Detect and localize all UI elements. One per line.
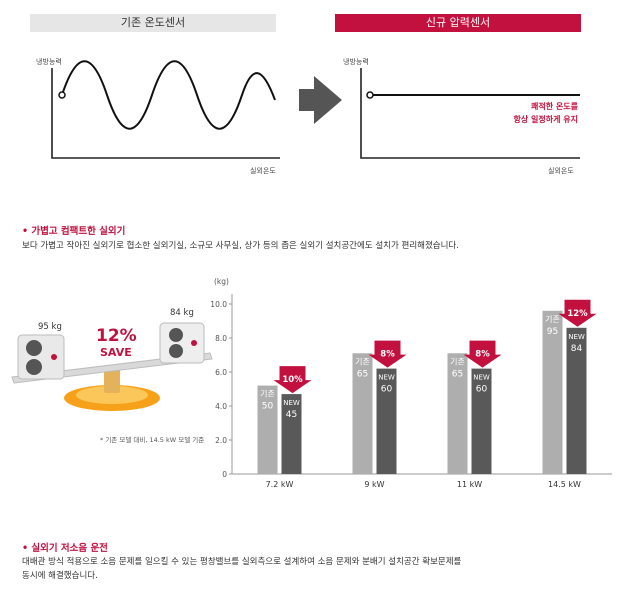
right-x-label: 실외온도 <box>548 167 574 175</box>
bar-old-series-label: 기존 <box>450 357 465 366</box>
bar-new <box>376 368 397 474</box>
bar-old-series-label: 기존 <box>545 315 560 324</box>
new-outdoor-unit <box>159 322 205 364</box>
chart-y-tick-label: 8.0 <box>215 334 227 343</box>
right-y-label: 냉방능력 <box>343 58 369 66</box>
savings-arrow-icon <box>273 366 312 394</box>
section2-body-line2: 동시에 해결했습니다. <box>22 571 98 581</box>
left-x-label: 실외온도 <box>250 167 276 175</box>
bar-old <box>542 310 563 474</box>
left-y-label: 냉방능력 <box>36 58 62 66</box>
savings-arrow-icon <box>558 299 597 327</box>
bar-old-value-label: 65 <box>357 369 368 379</box>
left-wave-line <box>61 60 276 130</box>
bar-old-value-label: 95 <box>547 327 558 337</box>
bar-new-series-label: NEW <box>283 399 300 407</box>
chart-y-tick-label: 0 <box>222 470 227 479</box>
bar-new <box>281 394 302 474</box>
new-weight-label: 84 kg <box>170 308 194 318</box>
sensor-comparison-graphics <box>51 60 580 159</box>
arrow-icon <box>299 76 342 124</box>
section2-title: • 실외기 저소음 운전 <box>22 543 108 554</box>
section2-body-line1: 대배관 방식 적용으로 소음 문제를 일으킬 수 있는 평창밸브를 실외측으로 … <box>22 557 462 567</box>
bar-new-series-label: NEW <box>473 374 490 382</box>
right-note-line2: 항상 일정하게 유지 <box>513 115 578 124</box>
illustration-footnote: * 기존 모델 대비, 14.5 kW 모델 기준 <box>100 436 205 444</box>
savings-label: 10% <box>282 375 303 385</box>
chart-category-label: 11 kW <box>457 480 482 489</box>
bar-new <box>566 327 587 474</box>
savings-label: 12% <box>567 309 588 319</box>
section2-body: 대배관 방식 적용으로 소음 문제를 일으킬 수 있는 평창밸브를 실외측으로 … <box>22 555 632 583</box>
bar-new-value-label: 60 <box>476 385 488 395</box>
left-graph-axes <box>51 68 280 159</box>
bar-old-value-label: 50 <box>262 402 274 412</box>
chart-y-tick-label: 4.0 <box>215 402 227 411</box>
chart-category-label: 7.2 kW <box>266 480 294 489</box>
weight-chart: (kg) 0 2.0 4.0 6.0 8.0 10.0 기존 50 NEW 45 10% 7.2 kW 기… <box>210 277 612 489</box>
right-note: 쾌적한 온도를 항상 일정하게 유지 <box>440 100 578 126</box>
chart-y-tick-label: 2.0 <box>215 436 227 445</box>
bar-new <box>471 368 492 474</box>
savings-arrow-icon <box>463 340 502 368</box>
bar-old <box>352 353 373 474</box>
savings-arrow-icon <box>368 340 407 368</box>
bar-old <box>447 353 468 474</box>
bullet-icon: • <box>22 543 32 554</box>
chart-category-label: 14.5 kW <box>548 480 581 489</box>
scale-fulcrum <box>104 369 120 393</box>
right-note-line1: 쾌적한 온도를 <box>531 102 578 111</box>
old-outdoor-unit <box>17 334 65 380</box>
save-word: SAVE <box>100 346 132 359</box>
right-line-start-dot <box>366 91 374 99</box>
left-wave-start-dot <box>58 91 66 99</box>
section1-body: 보다 가볍고 작아진 실외기로 협소한 실외기실, 소규모 사무실, 상가 등의… <box>22 241 459 251</box>
bar-new-series-label: NEW <box>568 333 585 341</box>
old-sensor-header: 기존 온도센서 <box>30 14 276 32</box>
bar-old-series-label: 기존 <box>355 357 370 366</box>
chart-y-tick-label: 6.0 <box>215 368 227 377</box>
bar-old-series-label: 기존 <box>260 390 275 399</box>
bar-old-value-label: 65 <box>452 369 463 379</box>
bar-new-value-label: 45 <box>286 410 297 420</box>
chart-y-tick-label: 10.0 <box>210 300 227 309</box>
bar-new-series-label: NEW <box>378 374 395 382</box>
chart-unit-label: (kg) <box>214 277 229 286</box>
weight-illustration <box>11 322 213 411</box>
old-weight-label: 95 kg <box>38 322 62 332</box>
right-graph-axes <box>360 68 580 159</box>
chart-category-label: 9 kW <box>364 480 384 489</box>
bar-old <box>257 385 278 474</box>
savings-label: 8% <box>475 350 490 360</box>
savings-label: 8% <box>380 350 395 360</box>
save-percent: 12% <box>96 326 137 346</box>
bar-new-value-label: 60 <box>381 385 393 395</box>
section1-title: • 가볍고 컴팩트한 실외기 <box>22 226 126 237</box>
bullet-icon: • <box>22 226 32 237</box>
new-sensor-header: 신규 압력센서 <box>335 14 581 32</box>
bar-new-value-label: 84 <box>571 344 583 354</box>
